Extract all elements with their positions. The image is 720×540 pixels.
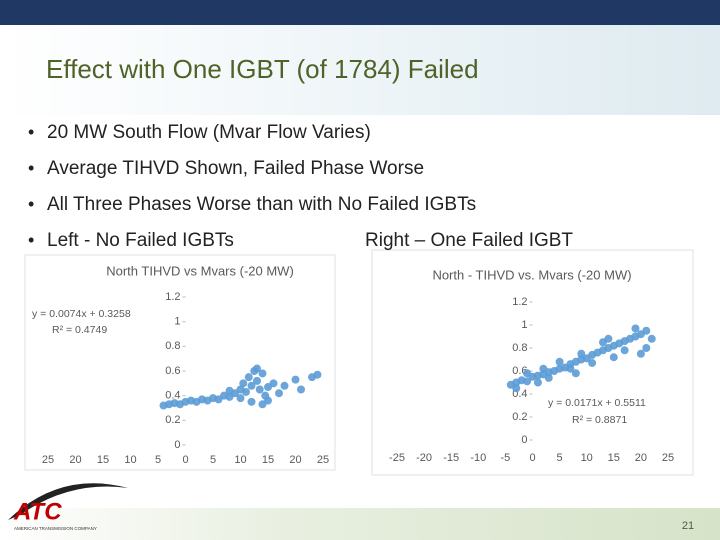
data-point (544, 373, 553, 382)
x-tick-label: 25 (42, 454, 54, 466)
trendline-label: y = 0.0074x + 0.3258 (32, 308, 131, 320)
logo: ATC AMERICAN TRANSMISSION COMPANY (8, 483, 128, 531)
chart-frame (24, 254, 336, 471)
data-point (247, 397, 256, 406)
x-tick-label: -25 (389, 452, 405, 464)
data-point (264, 396, 272, 405)
data-point (609, 353, 618, 362)
bullet-text: Right – One Failed IGBT (365, 230, 573, 251)
x-tick-label: 0 (182, 454, 188, 466)
data-point (280, 381, 289, 390)
bullet-dot: • (28, 158, 34, 178)
x-tick-label: 10 (581, 452, 593, 464)
data-point (297, 385, 305, 394)
data-point (239, 379, 248, 388)
y-tick-label: 0.8 (512, 342, 527, 354)
y-tick-label: 1.2 (512, 296, 527, 308)
bullet-dot: • (28, 230, 34, 250)
data-point (313, 370, 322, 379)
bullet-dot: • (28, 194, 34, 214)
data-point (631, 324, 640, 333)
x-tick-label: 25 (662, 452, 674, 464)
y-tick-label: 0.2 (165, 414, 180, 426)
y-tick-label: 0 (174, 439, 180, 451)
data-point (642, 344, 651, 352)
page-number: 21 (682, 520, 694, 532)
x-tick-label: 15 (608, 452, 620, 464)
data-point (523, 377, 532, 386)
data-point (258, 369, 267, 378)
trendline-label: R² = 0.8871 (572, 414, 627, 426)
data-point (236, 394, 245, 403)
x-tick-label: 15 (262, 454, 274, 466)
x-tick-label: 5 (210, 454, 216, 466)
slide-title: Effect with One IGBT (of 1784) Failed (46, 54, 479, 84)
x-tick-label: -5 (501, 452, 511, 464)
top-bar (0, 0, 720, 25)
x-tick-label: -20 (416, 452, 432, 464)
bullet-text: All Three Phases Worse than with No Fail… (47, 194, 476, 215)
x-tick-label: 5 (155, 454, 161, 466)
data-point (620, 346, 629, 355)
logo-mark: ATC (13, 498, 62, 525)
y-tick-label: 1 (521, 319, 527, 331)
data-point (253, 376, 261, 385)
y-tick-label: 0.6 (165, 365, 180, 377)
y-tick-label: 0 (521, 434, 527, 446)
data-point (523, 369, 532, 378)
trendline-label: R² = 0.4749 (52, 324, 107, 336)
chart-frame (371, 249, 694, 476)
x-tick-label: -15 (443, 452, 459, 464)
x-tick-label: 20 (69, 454, 81, 466)
logo-swoosh (8, 483, 128, 520)
x-tick-label: 0 (529, 452, 535, 464)
chart-title: North TIHVD vs Mvars (-20 MW) (106, 263, 294, 278)
logo-name: AMERICAN TRANSMISSION COMPANY (14, 526, 97, 531)
data-point (269, 379, 278, 388)
footer-band (0, 508, 720, 540)
y-tick-label: 0.4 (165, 390, 180, 402)
data-point (571, 369, 580, 378)
bullet-text: 20 MW South Flow (Mvar Flow Varies) (47, 122, 371, 143)
bullet-dot: • (28, 122, 34, 142)
x-tick-label: -10 (470, 452, 486, 464)
data-point (588, 358, 597, 367)
bullet-text: Average TIHVD Shown, Failed Phase Worse (47, 158, 424, 179)
x-tick-label: 10 (124, 454, 136, 466)
y-tick-label: 0.2 (512, 411, 527, 423)
header-band (0, 25, 720, 115)
data-point (291, 375, 300, 384)
data-point (253, 364, 261, 373)
x-tick-label: 20 (635, 452, 647, 464)
data-point (255, 385, 264, 394)
data-point (566, 364, 575, 373)
data-point (555, 357, 564, 366)
x-tick-label: 15 (97, 454, 109, 466)
data-point (225, 386, 234, 395)
chart-title: North - TIHVD vs. Mvars (-20 MW) (432, 267, 631, 282)
x-tick-label: 10 (234, 454, 246, 466)
x-tick-label: 5 (557, 452, 563, 464)
bullet-text: Left - No Failed IGBTs (47, 230, 234, 251)
data-point (244, 373, 253, 382)
y-tick-label: 1.2 (165, 291, 180, 303)
data-point (275, 389, 283, 398)
data-point (533, 378, 542, 387)
x-tick-label: 25 (317, 454, 329, 466)
data-point (647, 334, 656, 343)
data-point (604, 334, 613, 343)
data-point (512, 384, 521, 393)
y-tick-label: 0.8 (165, 340, 180, 352)
data-point (242, 387, 250, 396)
data-point (636, 349, 645, 358)
data-point (247, 381, 256, 390)
data-point (642, 326, 651, 335)
data-point (539, 364, 548, 373)
trendline-label: y = 0.0171x + 0.5511 (548, 397, 646, 409)
y-tick-label: 1 (174, 316, 180, 328)
data-point (577, 349, 586, 358)
x-tick-label: 20 (289, 454, 301, 466)
